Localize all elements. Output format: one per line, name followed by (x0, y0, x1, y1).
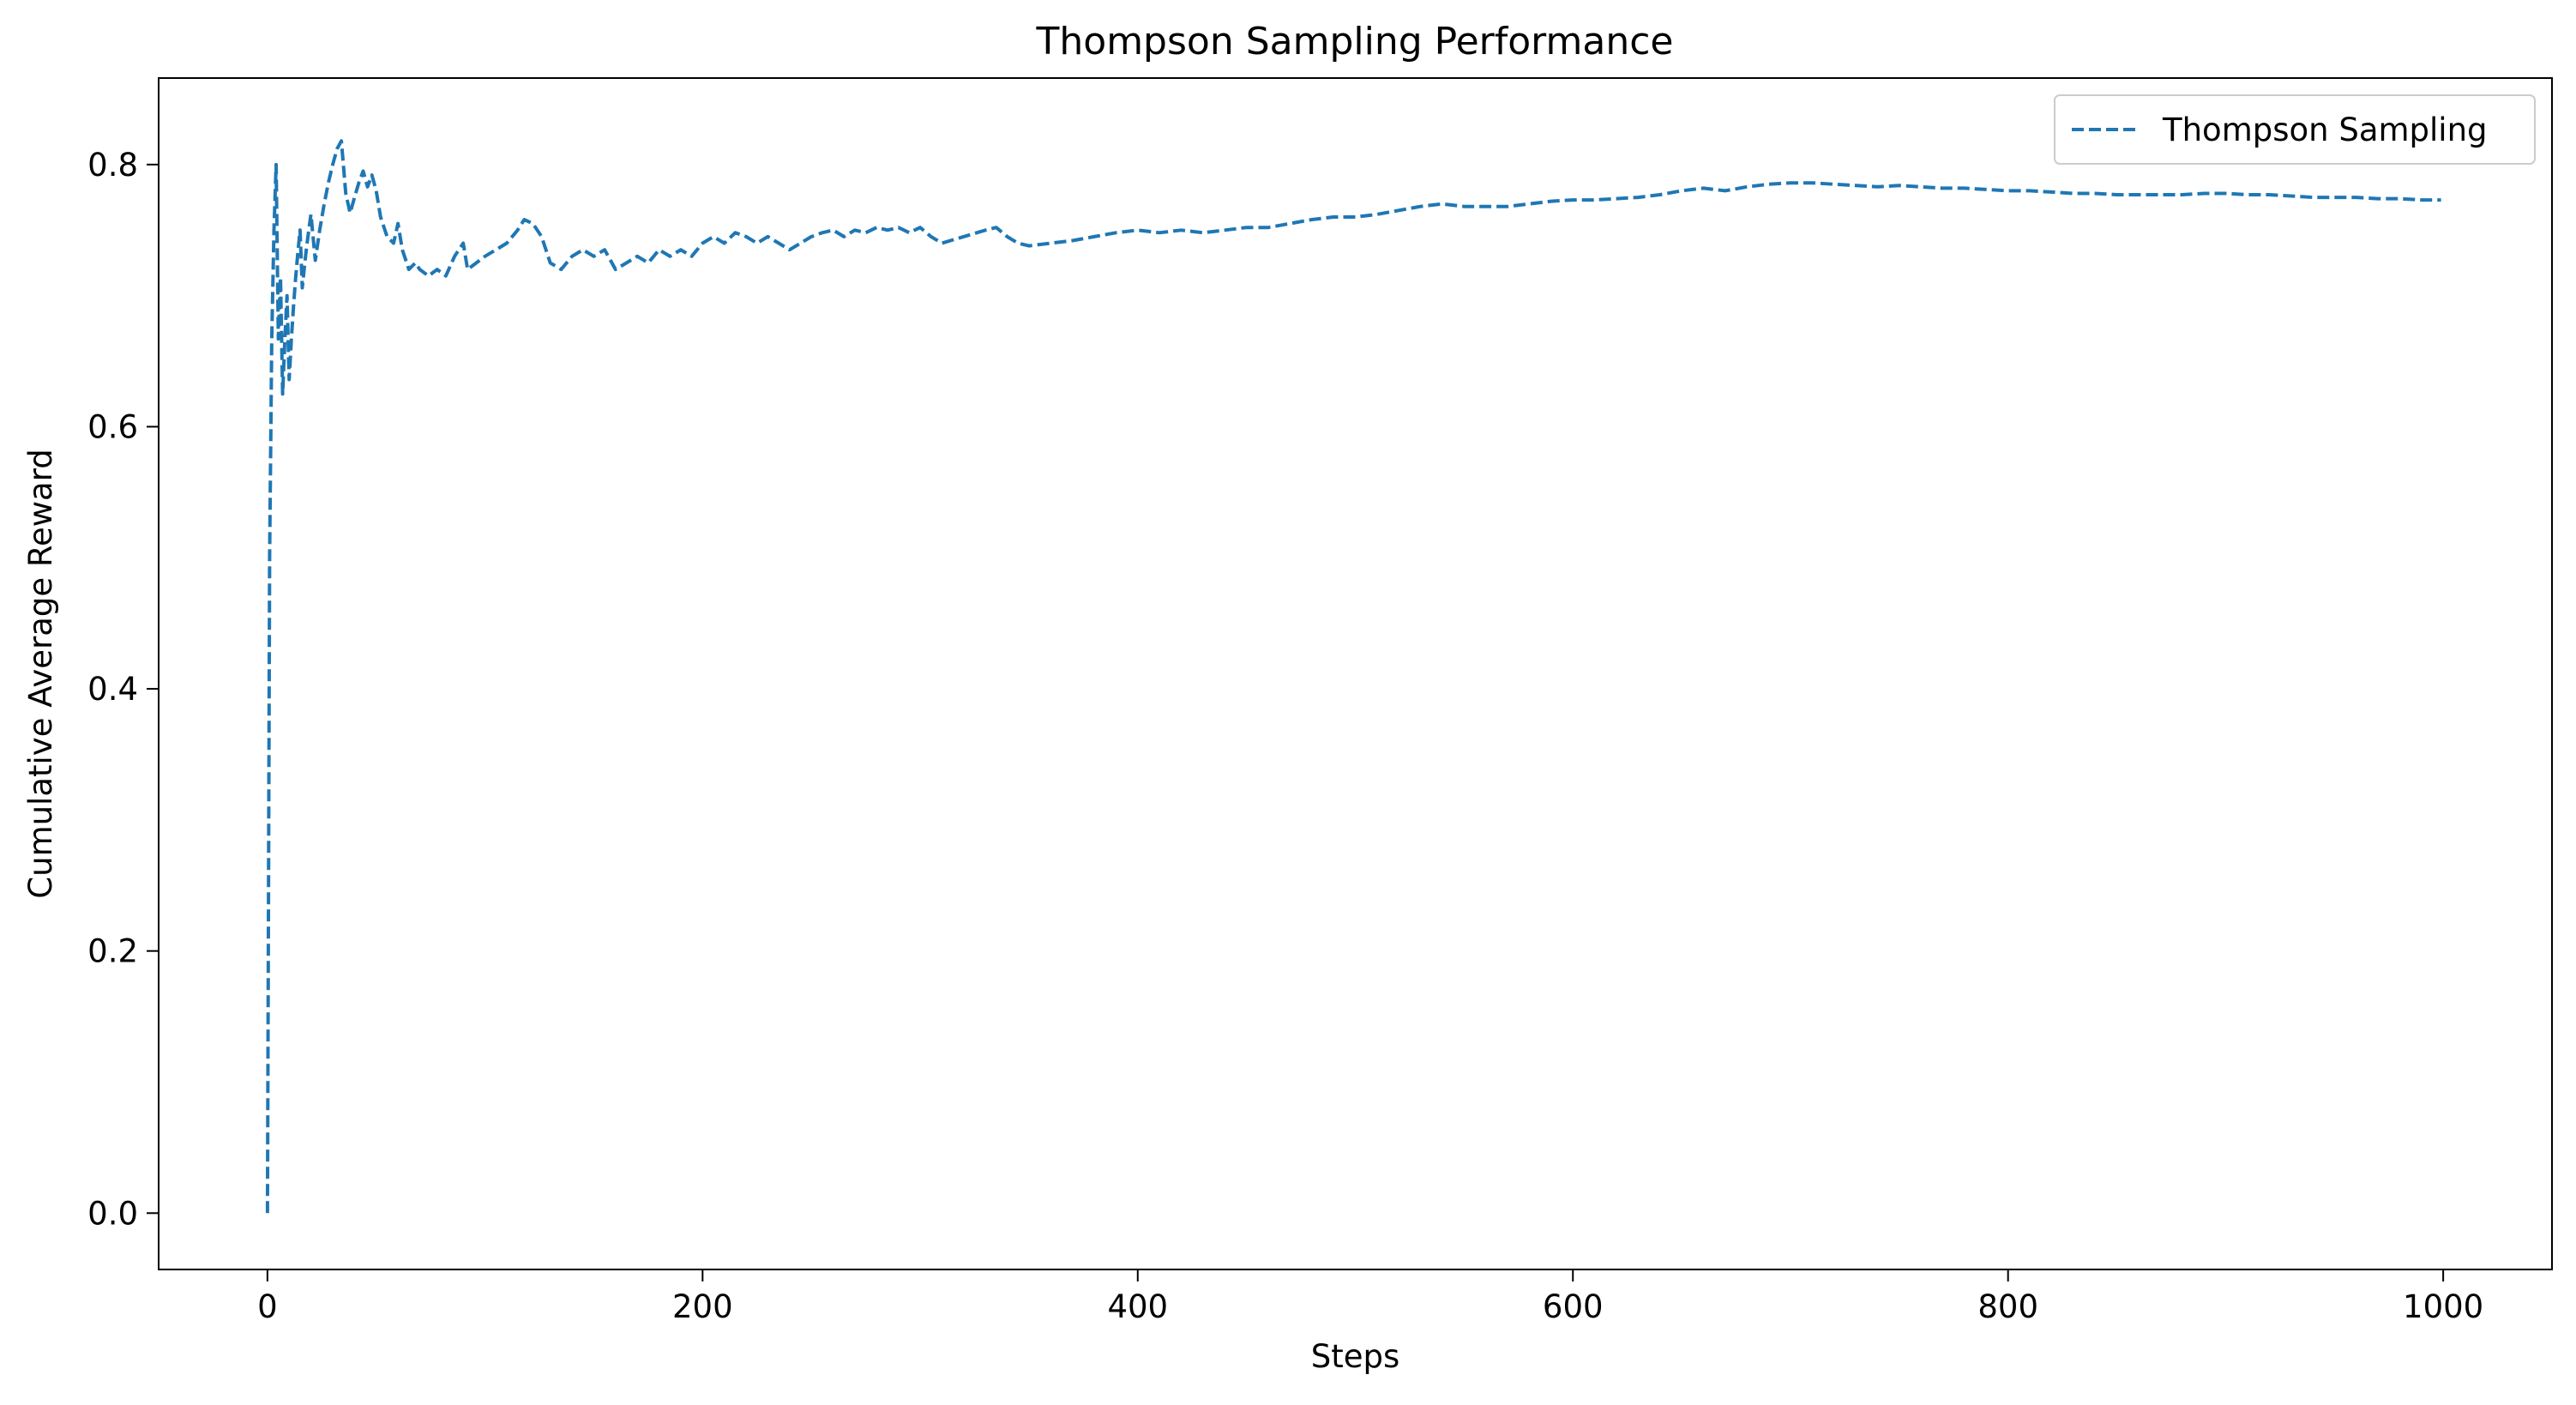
x-tick-label: 400 (1107, 1288, 1168, 1325)
series-layer (265, 139, 2441, 1214)
plot-frame (158, 77, 2553, 1270)
y-tick-label: 0.4 (87, 671, 138, 708)
legend: Thompson Sampling (2054, 94, 2536, 165)
x-tick-label: 0 (257, 1288, 278, 1325)
y-axis-title: Cumulative Average Reward (22, 449, 59, 898)
y-tick-label: 0.6 (87, 408, 138, 445)
plot-area: 0.0 0.2 0.4 0.6 0.8 0 200 400 600 800 1000 (87, 77, 2553, 1325)
x-axis-title: Steps (1311, 1338, 1400, 1375)
chart-title: Thompson Sampling Performance (1036, 20, 1674, 63)
x-tick-label: 800 (1977, 1288, 2038, 1325)
y-tick-label: 0.8 (87, 147, 138, 184)
x-tick-label: 600 (1543, 1288, 1604, 1325)
x-axis: 0 200 400 600 800 1000 (257, 1269, 2483, 1325)
series-line-thompson-sampling (265, 139, 2441, 1214)
legend-box (2054, 94, 2536, 165)
x-tick-label: 1000 (2403, 1288, 2483, 1325)
y-tick-label: 0.0 (87, 1195, 138, 1232)
y-axis: 0.0 0.2 0.4 0.6 0.8 (87, 147, 159, 1232)
legend-label-thompson-sampling: Thompson Sampling (2162, 112, 2488, 148)
y-tick-label: 0.2 (87, 933, 138, 970)
x-tick-label: 200 (672, 1288, 733, 1325)
